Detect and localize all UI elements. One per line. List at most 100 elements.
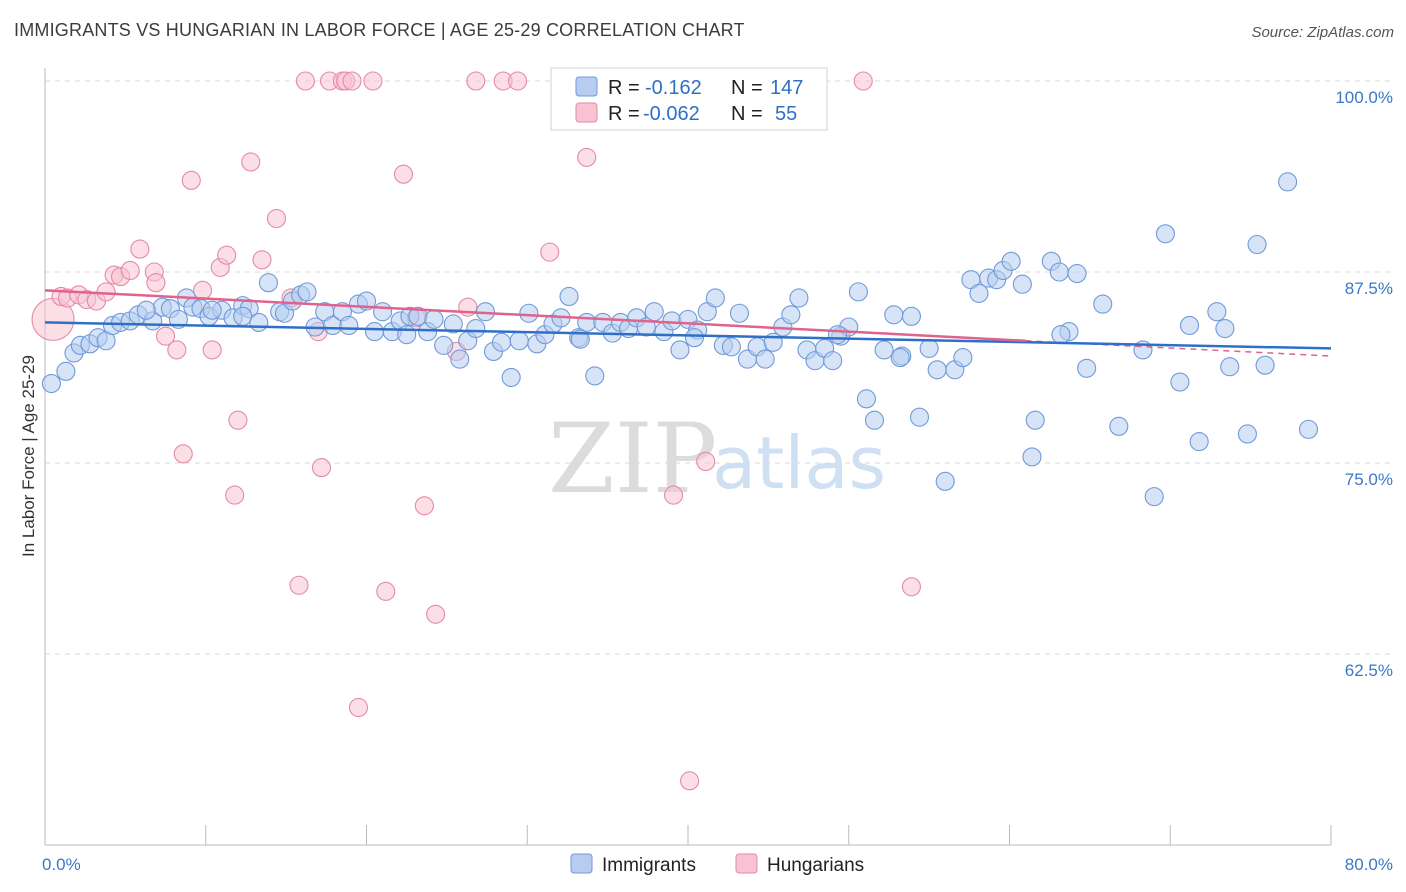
immigrants-point bbox=[373, 302, 393, 322]
immigrants-point bbox=[1247, 234, 1267, 255]
series-legend: Immigrants Hungarians bbox=[570, 853, 864, 876]
y-tick-labels: 62.5% 75.0% 87.5% 100.0% bbox=[1335, 88, 1393, 680]
hungarians-point bbox=[901, 577, 921, 597]
legend-immigrants-r-value: -0.162 bbox=[645, 77, 702, 99]
immigrants-point bbox=[450, 349, 470, 369]
immigrants-point bbox=[1207, 302, 1227, 322]
correlation-legend: R = -0.162 N = 147 R = -0.062 N = 55 bbox=[550, 67, 828, 131]
hungarians-trend-line bbox=[44, 289, 1026, 343]
hungarians-point bbox=[508, 71, 528, 91]
watermark: ZIP atlas bbox=[548, 403, 886, 515]
hungarians-point bbox=[663, 485, 684, 505]
hungarians-point bbox=[146, 273, 166, 293]
immigrants-point bbox=[909, 407, 930, 427]
immigrants-point bbox=[202, 300, 222, 320]
hungarians-point bbox=[295, 71, 315, 91]
immigrants-point bbox=[848, 282, 868, 302]
immigrants-point bbox=[662, 311, 682, 331]
source-credit: Source: ZipAtlas.com bbox=[1251, 24, 1394, 41]
hungarians-point bbox=[181, 170, 201, 190]
hungarians-point bbox=[173, 444, 193, 464]
x-tick-label-max: 80.0% bbox=[1345, 855, 1393, 874]
x-tick-label-min: 0.0% bbox=[42, 855, 81, 874]
immigrants-point bbox=[919, 338, 939, 358]
immigrants-trend-line bbox=[44, 321, 1332, 350]
hungarians-point bbox=[853, 71, 873, 91]
legend-hungarians-r-label: R = bbox=[608, 103, 640, 125]
immigrants-points bbox=[41, 172, 1319, 507]
chart-title: IMMIGRANTS VS HUNGARIAN IN LABOR FORCE |… bbox=[14, 20, 745, 40]
series-legend-swatch-hungarians bbox=[735, 853, 758, 874]
immigrants-point bbox=[1109, 416, 1129, 436]
immigrants-point bbox=[729, 303, 749, 323]
immigrants-point bbox=[1025, 410, 1045, 430]
legend-swatch-hungarians bbox=[575, 102, 598, 123]
hungarians-point bbox=[540, 242, 560, 262]
hungarians-point bbox=[348, 697, 369, 718]
watermark-zip: ZIP bbox=[548, 403, 717, 515]
immigrants-point bbox=[1049, 262, 1069, 282]
immigrants-point bbox=[935, 471, 955, 491]
immigrants-point bbox=[1144, 487, 1164, 507]
immigrants-point bbox=[364, 322, 385, 342]
immigrants-point bbox=[258, 273, 278, 293]
immigrants-point bbox=[705, 288, 725, 308]
immigrants-point bbox=[136, 300, 156, 320]
series-legend-immigrants: Immigrants bbox=[602, 855, 696, 876]
hungarians-point bbox=[202, 340, 222, 360]
immigrants-point bbox=[1170, 372, 1190, 392]
immigrants-point bbox=[466, 318, 486, 339]
immigrants-point bbox=[1220, 357, 1240, 377]
immigrants-point bbox=[443, 314, 463, 334]
immigrants-point bbox=[781, 305, 801, 325]
immigrants-point bbox=[1298, 419, 1319, 439]
legend-immigrants-n-value: 147 bbox=[770, 77, 803, 99]
watermark-atlas: atlas bbox=[712, 421, 886, 505]
immigrants-point bbox=[721, 337, 741, 357]
immigrants-point bbox=[927, 360, 947, 380]
hungarians-point bbox=[426, 604, 446, 624]
immigrants-point bbox=[339, 315, 359, 336]
hungarians-point bbox=[266, 208, 287, 229]
immigrants-point bbox=[670, 340, 690, 360]
immigrants-point bbox=[501, 367, 521, 387]
immigrants-point bbox=[1237, 424, 1257, 444]
immigrants-point bbox=[856, 389, 876, 409]
immigrants-point bbox=[297, 282, 317, 302]
immigrants-point bbox=[577, 312, 597, 332]
hungarians-point bbox=[466, 71, 486, 91]
immigrants-point bbox=[397, 325, 417, 345]
legend-hungarians-r-value: -0.062 bbox=[643, 103, 700, 125]
immigrants-point bbox=[1001, 251, 1021, 271]
immigrants-point bbox=[519, 303, 539, 323]
immigrants-point bbox=[41, 373, 61, 394]
immigrants-point bbox=[890, 348, 910, 368]
immigrants-point bbox=[1215, 318, 1235, 339]
hungarians-point bbox=[414, 496, 434, 516]
immigrants-point bbox=[570, 329, 590, 349]
hungarians-point bbox=[217, 245, 237, 265]
immigrants-point bbox=[1179, 315, 1200, 336]
hungarians-point bbox=[577, 147, 597, 167]
y-axis-label: In Labor Force | Age 25-29 bbox=[19, 355, 38, 557]
immigrants-point bbox=[509, 331, 529, 351]
immigrants-point bbox=[1051, 325, 1071, 345]
immigrants-point bbox=[789, 288, 809, 308]
hungarians-point bbox=[680, 771, 700, 791]
hungarians-point bbox=[96, 282, 116, 302]
immigrants-point bbox=[644, 302, 664, 322]
immigrants-point bbox=[1077, 358, 1097, 378]
immigrants-point bbox=[1255, 355, 1275, 375]
immigrants-point bbox=[684, 328, 704, 348]
y-tick-label: 87.5% bbox=[1345, 279, 1393, 298]
legend-hungarians-n-label: N = bbox=[731, 103, 763, 125]
hungarians-point bbox=[228, 410, 248, 430]
immigrants-point bbox=[559, 286, 579, 306]
hungarians-point bbox=[225, 485, 245, 505]
immigrants-point bbox=[249, 312, 269, 332]
immigrants-point bbox=[755, 349, 775, 369]
y-tick-label: 75.0% bbox=[1345, 470, 1393, 489]
immigrants-point bbox=[424, 309, 444, 329]
hungarians-point bbox=[311, 458, 332, 478]
